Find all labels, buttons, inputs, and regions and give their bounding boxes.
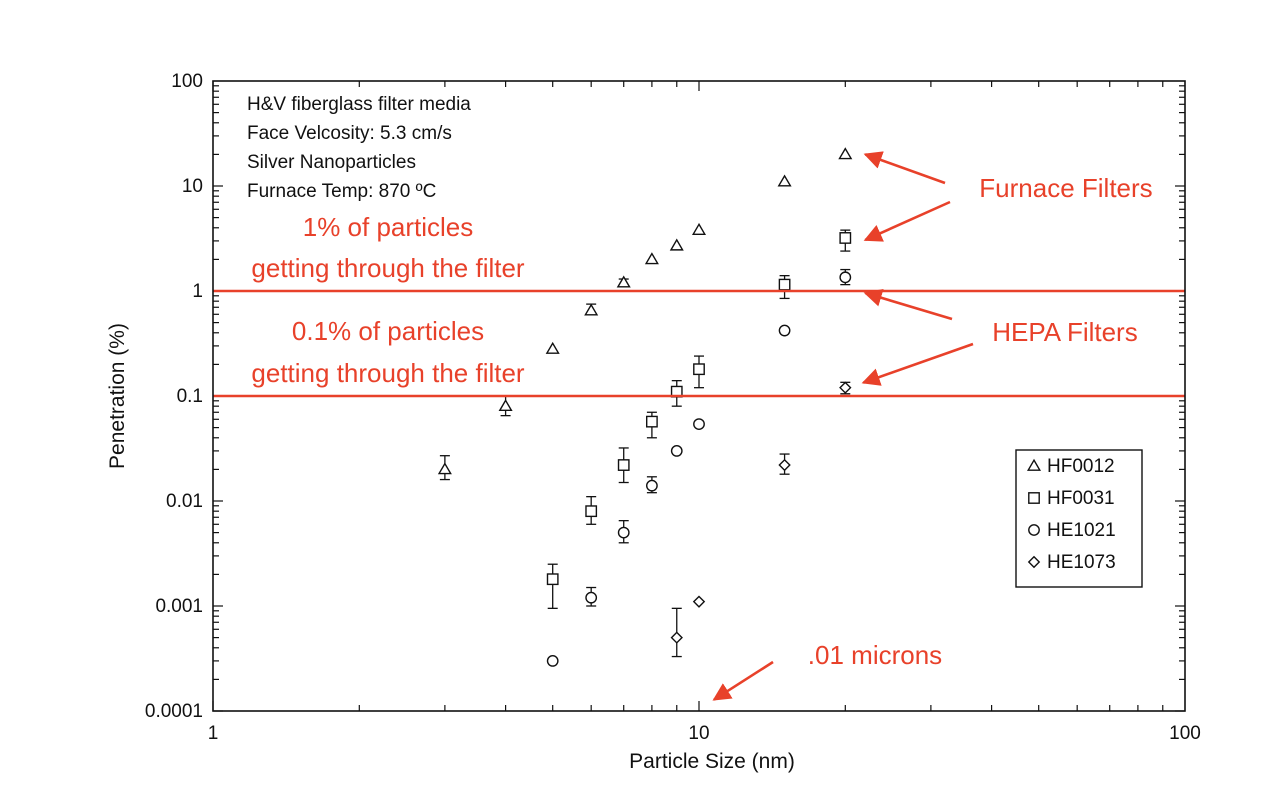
data-point	[669, 238, 684, 251]
y-tick-label: 1	[192, 281, 203, 302]
y-tick-label: 0.0001	[145, 701, 203, 722]
arrow-hepa-1	[863, 288, 953, 321]
annotation-furnace-filters: Furnace Filters	[979, 173, 1152, 203]
y-tick-label: 100	[171, 71, 203, 92]
data-point	[693, 363, 705, 376]
data-point	[777, 174, 792, 187]
info-line: Furnace Temp: 870 ºC	[247, 181, 436, 202]
legend: HF0012 HF0031 HE1021 HE1073	[1015, 449, 1143, 588]
legend-marker-hf0012	[1026, 458, 1042, 471]
data-point	[778, 458, 791, 472]
info-line: Face Velcosity: 5.3 cm/s	[247, 123, 452, 144]
data-point	[617, 526, 630, 539]
info-block: H&V fiberglass filter media Face Velcosi…	[247, 94, 471, 202]
data-point	[778, 324, 791, 337]
data-point	[498, 398, 513, 412]
data-point	[670, 631, 683, 644]
info-line: Silver Nanoparticles	[247, 152, 416, 173]
data-point	[644, 252, 659, 265]
x-tick-label: 10	[688, 723, 709, 744]
series-hf0012	[437, 147, 853, 481]
data-point	[778, 278, 791, 291]
series-hf0031	[546, 229, 852, 609]
annotation-hepa-filters: HEPA Filters	[992, 317, 1137, 347]
x-tick-label: 100	[1169, 723, 1201, 744]
plot-frame	[212, 80, 1186, 712]
arrow-furnace-2	[863, 200, 951, 242]
legend-label-hf0031: HF0031	[1047, 488, 1115, 509]
legend-marker-he1021	[1028, 524, 1040, 536]
data-point	[646, 479, 658, 492]
data-point	[546, 573, 559, 586]
data-point	[693, 418, 705, 430]
annotations: 1% of particles getting through the filt…	[251, 173, 1152, 670]
data-point	[585, 591, 598, 604]
annotation-micron-size: .01 microns	[808, 640, 942, 670]
data-point	[692, 595, 706, 608]
arrow-micron	[712, 660, 774, 701]
series-he1073	[670, 381, 852, 658]
y-tick-label: 0.01	[166, 491, 203, 512]
data-point	[585, 505, 598, 518]
data-point	[646, 415, 658, 428]
y-tick-label: 10	[182, 176, 203, 197]
info-line: H&V fiberglass filter media	[247, 94, 471, 115]
legend-markers	[1026, 458, 1042, 569]
x-tick-label: 1	[208, 723, 219, 744]
legend-marker-he1073	[1027, 555, 1041, 569]
data-point	[546, 655, 559, 667]
legend-marker-hf0031	[1028, 492, 1040, 504]
data-point	[691, 222, 707, 235]
annotation-arrows	[712, 151, 974, 701]
annotation-01pct-line1: 0.1% of particles	[292, 316, 484, 346]
data-point	[437, 462, 452, 475]
data-point	[670, 445, 683, 457]
arrow-hepa-2	[861, 342, 974, 386]
data-point	[617, 459, 630, 471]
data-point	[839, 271, 852, 284]
data-points	[437, 147, 853, 667]
legend-label-hf0012: HF0012	[1047, 456, 1115, 477]
data-point	[839, 232, 852, 244]
y-axis-title: Penetration (%)	[106, 323, 129, 469]
annotation-01pct-line2: getting through the filter	[251, 358, 525, 388]
annotation-1pct-line2: getting through the filter	[251, 253, 525, 283]
y-tick-label: 0.001	[155, 596, 203, 617]
y-tick-label: 0.1	[177, 386, 203, 407]
data-point	[584, 303, 599, 316]
series-he1021	[546, 268, 852, 667]
data-point	[839, 381, 852, 394]
data-point	[616, 275, 631, 288]
legend-label-he1021: HE1021	[1047, 520, 1116, 541]
x-axis-title: Particle Size (nm)	[629, 750, 795, 773]
reference-lines	[213, 289, 1185, 398]
data-point	[838, 147, 853, 160]
annotation-1pct-line1: 1% of particles	[303, 212, 474, 242]
arrow-furnace-1	[863, 151, 946, 185]
legend-label-he1073: HE1073	[1047, 552, 1116, 573]
tick-labels: 1 10 100 0.0001 0.001 0.01 0.1 1 10 100	[145, 71, 1201, 744]
data-point	[545, 341, 560, 354]
